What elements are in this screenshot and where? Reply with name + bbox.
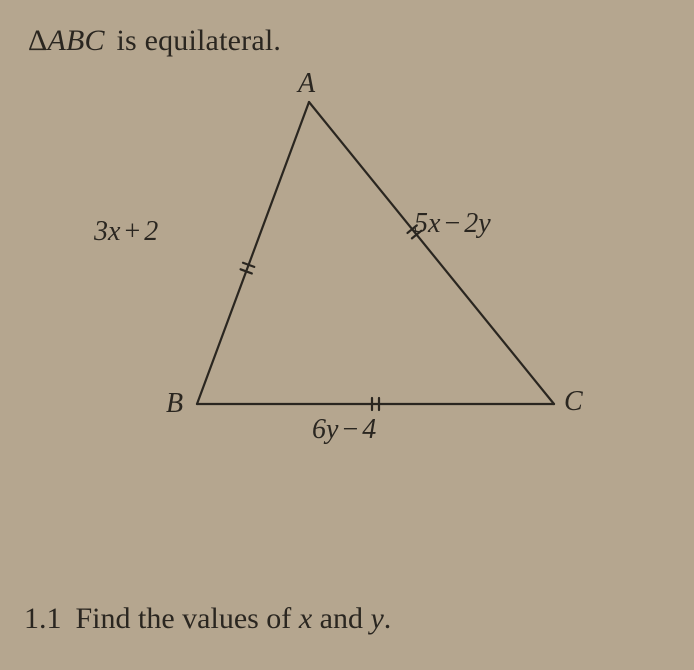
premise-rest: is equilateral. xyxy=(109,24,281,57)
premise-text: ΔABC is equilateral. xyxy=(28,24,666,58)
question-line: 1.1 Find the values of x and y. xyxy=(24,602,391,636)
side-label-bc: 6y−4 xyxy=(312,414,376,446)
vertex-label-a: A xyxy=(298,68,315,100)
triangle-figure: A B C 3x+2 5x−2y 6y−4 xyxy=(62,84,632,484)
triangle-symbol: Δ xyxy=(28,24,48,57)
question-var-x: x xyxy=(299,602,312,635)
question-and: and xyxy=(312,602,370,635)
question-number: 1.1 xyxy=(24,602,62,636)
vertex-label-c: C xyxy=(564,386,583,418)
question-var-y: y xyxy=(370,602,383,635)
side-label-ab: 3x+2 xyxy=(94,216,158,248)
question-period: . xyxy=(384,602,392,635)
triangle-name: ABC xyxy=(48,24,105,57)
question-text-1: Find the values of xyxy=(76,602,299,635)
vertex-label-b: B xyxy=(166,388,183,420)
side-label-ac: 5x−2y xyxy=(414,208,491,240)
